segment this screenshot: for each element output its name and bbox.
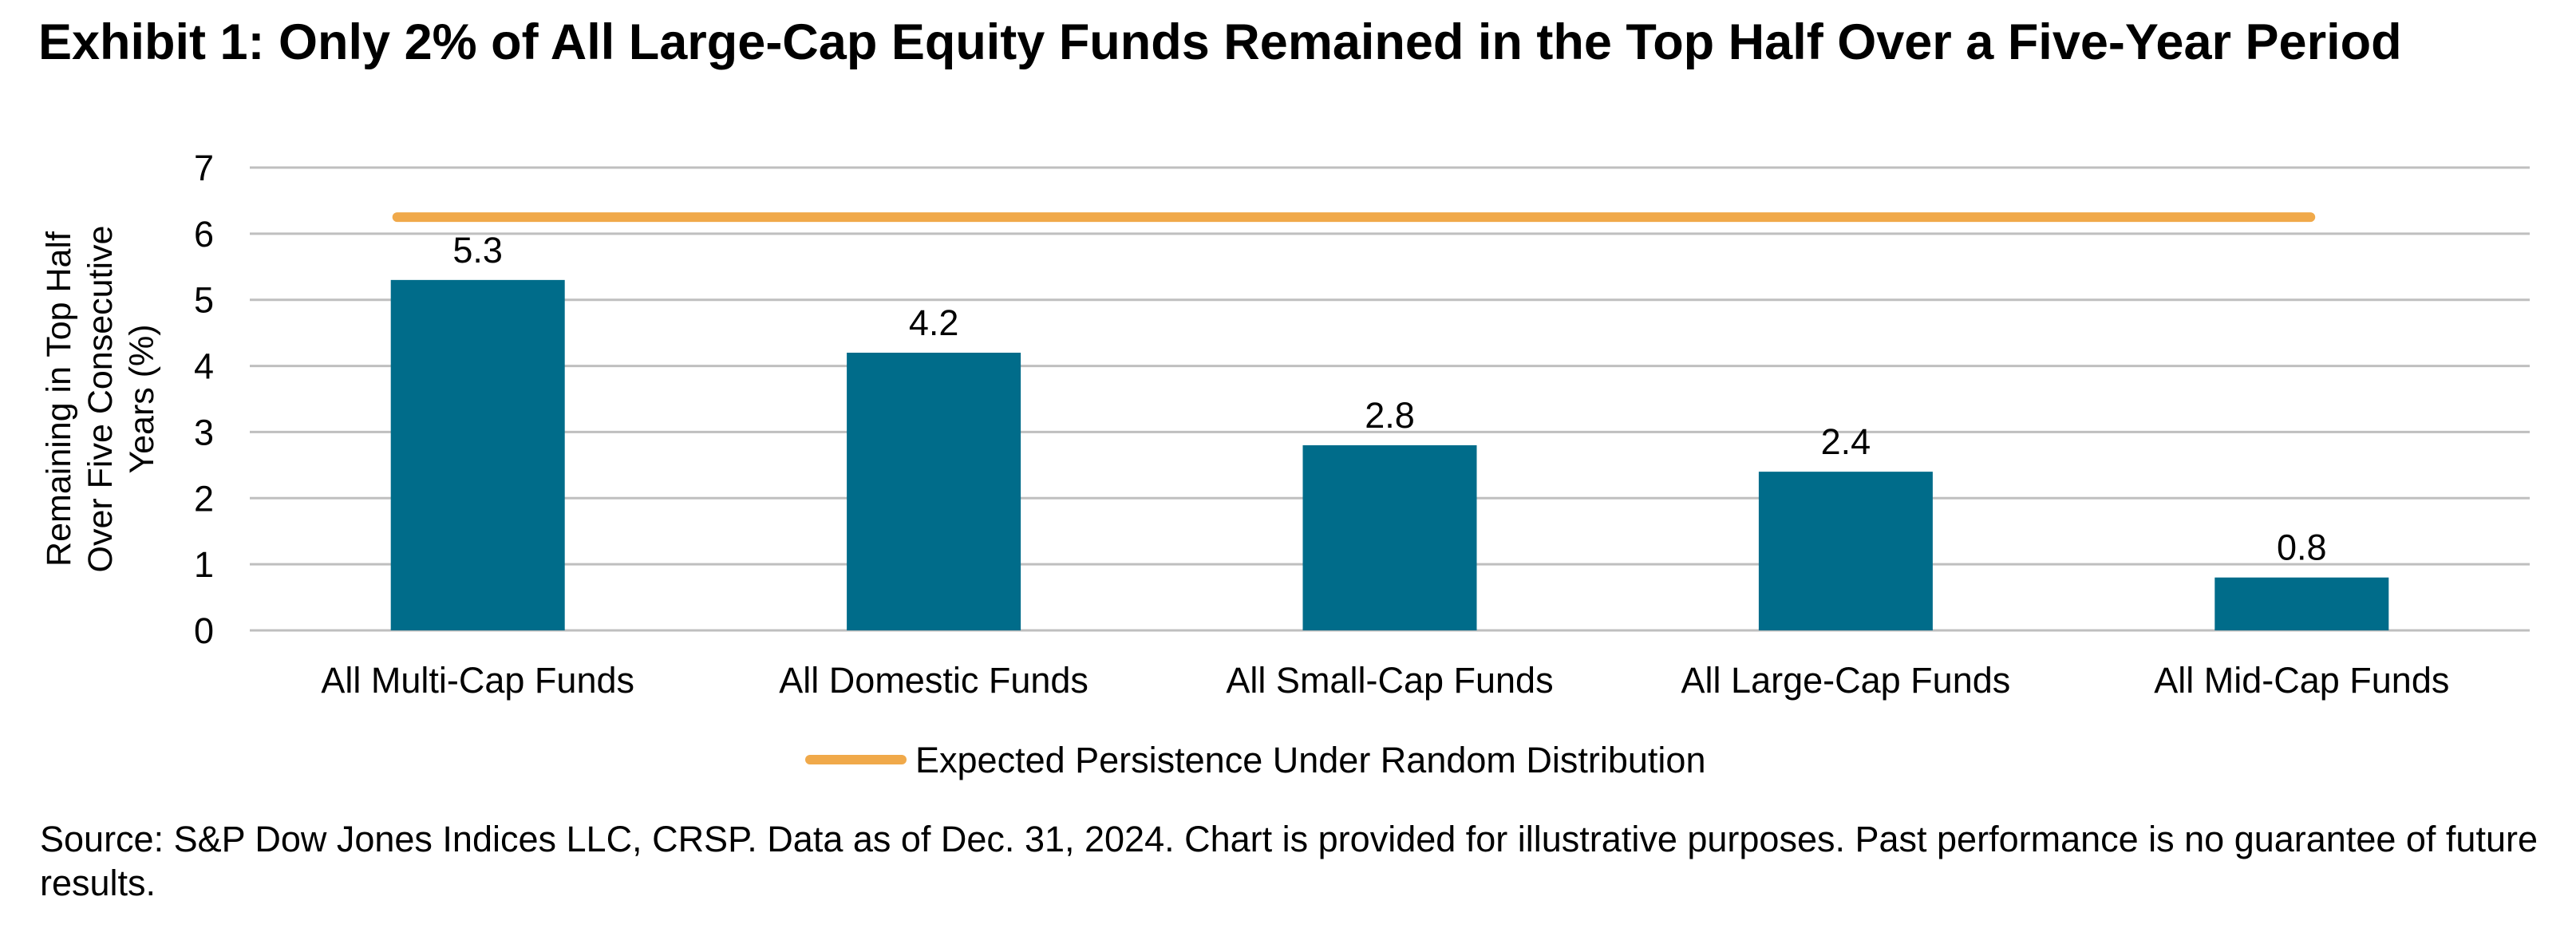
legend: Expected Persistence Under Random Distri… bbox=[810, 740, 1705, 780]
x-tick-label: All Large-Cap Funds bbox=[1681, 660, 2011, 701]
y-tick-label: 4 bbox=[194, 346, 214, 387]
y-tick-label: 0 bbox=[194, 610, 214, 651]
bar bbox=[1303, 445, 1477, 630]
data-label: 2.8 bbox=[1365, 395, 1415, 436]
x-axis: All Multi-Cap Funds All Domestic Funds All… bbox=[321, 660, 2449, 701]
y-tick-label: 3 bbox=[194, 412, 214, 452]
y-axis-label-line: Over Five Consecutive bbox=[81, 226, 120, 573]
bar bbox=[391, 280, 565, 630]
y-axis: 0 1 2 3 4 5 6 7 bbox=[194, 148, 214, 651]
y-tick-label: 6 bbox=[194, 214, 214, 255]
legend-label: Expected Persistence Under Random Distri… bbox=[915, 740, 1705, 780]
x-tick-label: All Multi-Cap Funds bbox=[321, 660, 634, 701]
source-note: Source: S&P Dow Jones Indices LLC, CRSP.… bbox=[40, 817, 2562, 905]
y-tick-label: 5 bbox=[194, 280, 214, 321]
bars bbox=[391, 280, 2389, 630]
y-axis-label-line: Remaining in Top Half bbox=[40, 231, 78, 567]
data-label: 4.2 bbox=[909, 302, 959, 343]
y-axis-label-line: Years (%) bbox=[123, 324, 161, 473]
data-label: 5.3 bbox=[452, 230, 503, 271]
data-label: 2.4 bbox=[1821, 421, 1871, 462]
data-label: 0.8 bbox=[2277, 527, 2327, 568]
y-tick-label: 7 bbox=[194, 148, 214, 188]
bar bbox=[847, 353, 1021, 630]
x-tick-label: All Small-Cap Funds bbox=[1226, 660, 1553, 701]
bar bbox=[2214, 578, 2388, 630]
bar bbox=[1759, 472, 1933, 630]
chart-area: 0 1 2 3 4 5 6 7 Remaining in Top HalfOver Five … bbox=[0, 0, 2576, 798]
x-tick-label: All Domestic Funds bbox=[779, 660, 1088, 701]
y-tick-label: 2 bbox=[194, 478, 214, 519]
y-tick-label: 1 bbox=[194, 544, 214, 585]
x-tick-label: All Mid-Cap Funds bbox=[2154, 660, 2449, 701]
y-axis-label: Remaining in Top HalfOver Five Consecuti… bbox=[40, 226, 161, 573]
